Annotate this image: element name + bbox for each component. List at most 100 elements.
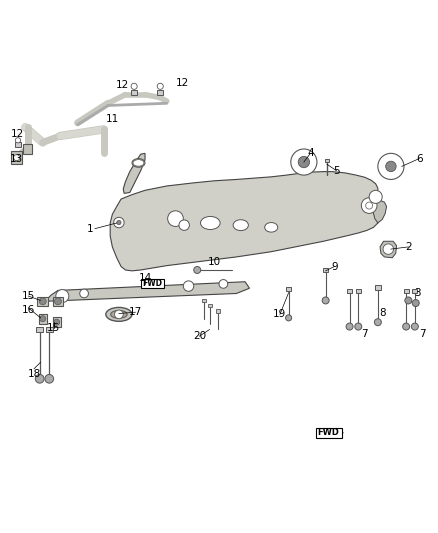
Polygon shape — [123, 154, 145, 193]
Circle shape — [286, 315, 292, 321]
Bar — [37, 297, 48, 305]
Text: 8: 8 — [379, 308, 386, 318]
Circle shape — [411, 323, 418, 330]
Text: 13: 13 — [10, 154, 23, 164]
Circle shape — [294, 152, 314, 172]
Text: 4: 4 — [307, 148, 314, 158]
Bar — [46, 327, 53, 332]
Circle shape — [412, 300, 419, 306]
Ellipse shape — [111, 310, 127, 318]
Circle shape — [115, 310, 123, 319]
Circle shape — [194, 266, 201, 273]
Text: 12: 12 — [175, 78, 189, 88]
Ellipse shape — [133, 160, 144, 166]
Circle shape — [361, 198, 377, 213]
Circle shape — [291, 149, 317, 175]
Text: 9: 9 — [331, 262, 338, 271]
Text: 1: 1 — [87, 224, 94, 233]
Bar — [157, 90, 163, 95]
Ellipse shape — [265, 223, 278, 232]
Circle shape — [366, 202, 373, 209]
Circle shape — [378, 154, 404, 180]
Text: 15: 15 — [22, 291, 35, 301]
Circle shape — [117, 220, 121, 225]
Text: 2: 2 — [405, 242, 412, 252]
Text: 7: 7 — [419, 329, 426, 340]
Text: 3: 3 — [414, 288, 420, 297]
Circle shape — [15, 138, 21, 143]
Circle shape — [346, 323, 353, 330]
Circle shape — [45, 375, 53, 383]
Text: 5: 5 — [333, 166, 340, 176]
Text: 11: 11 — [106, 114, 119, 124]
Circle shape — [131, 83, 137, 90]
Circle shape — [14, 155, 20, 161]
Text: 10: 10 — [208, 257, 221, 267]
Circle shape — [35, 375, 44, 383]
Circle shape — [403, 323, 410, 330]
Bar — [11, 151, 22, 164]
FancyBboxPatch shape — [316, 427, 342, 438]
Circle shape — [374, 319, 381, 326]
Polygon shape — [380, 241, 396, 258]
Circle shape — [114, 217, 124, 228]
Ellipse shape — [106, 308, 132, 321]
FancyBboxPatch shape — [141, 279, 164, 288]
Circle shape — [40, 316, 46, 322]
Circle shape — [386, 161, 396, 172]
Circle shape — [179, 220, 189, 230]
Polygon shape — [110, 172, 378, 271]
Text: 17: 17 — [129, 307, 142, 317]
Text: FWD: FWD — [142, 279, 162, 288]
Polygon shape — [373, 200, 387, 223]
Text: 18: 18 — [28, 368, 41, 378]
Bar — [375, 285, 381, 289]
Bar — [356, 289, 361, 293]
Circle shape — [355, 323, 362, 330]
Bar — [53, 297, 64, 305]
Circle shape — [383, 244, 393, 254]
Bar — [201, 298, 206, 302]
Text: 19: 19 — [273, 309, 286, 319]
Text: 12: 12 — [11, 129, 25, 139]
Circle shape — [219, 279, 228, 288]
Circle shape — [322, 297, 329, 304]
Ellipse shape — [233, 220, 248, 231]
Bar — [403, 289, 409, 293]
Circle shape — [405, 297, 412, 304]
Bar — [15, 142, 21, 147]
Text: FWD: FWD — [318, 428, 339, 437]
Bar — [323, 268, 328, 272]
Circle shape — [168, 211, 184, 227]
Text: 15: 15 — [47, 324, 60, 333]
Ellipse shape — [201, 216, 220, 230]
Circle shape — [54, 298, 61, 305]
Circle shape — [369, 190, 382, 204]
Ellipse shape — [132, 158, 145, 167]
Text: 6: 6 — [416, 154, 423, 164]
Text: 12: 12 — [116, 79, 129, 90]
Text: 16: 16 — [22, 305, 35, 315]
Circle shape — [53, 319, 60, 325]
Circle shape — [157, 83, 163, 90]
Circle shape — [381, 157, 400, 176]
Circle shape — [56, 289, 69, 303]
Circle shape — [39, 298, 46, 305]
Bar — [412, 289, 417, 293]
Bar — [347, 289, 352, 293]
Text: 7: 7 — [361, 329, 368, 340]
Text: 20: 20 — [193, 331, 206, 341]
Bar — [131, 90, 137, 95]
Polygon shape — [45, 282, 250, 301]
Circle shape — [184, 281, 194, 292]
Bar — [325, 159, 329, 161]
Bar — [36, 327, 43, 332]
Text: 14: 14 — [138, 273, 152, 283]
Bar — [216, 309, 220, 313]
Circle shape — [298, 156, 310, 168]
Bar — [39, 314, 47, 324]
Bar — [23, 143, 32, 155]
Bar — [53, 318, 60, 327]
Bar — [286, 287, 291, 291]
Circle shape — [80, 289, 88, 298]
